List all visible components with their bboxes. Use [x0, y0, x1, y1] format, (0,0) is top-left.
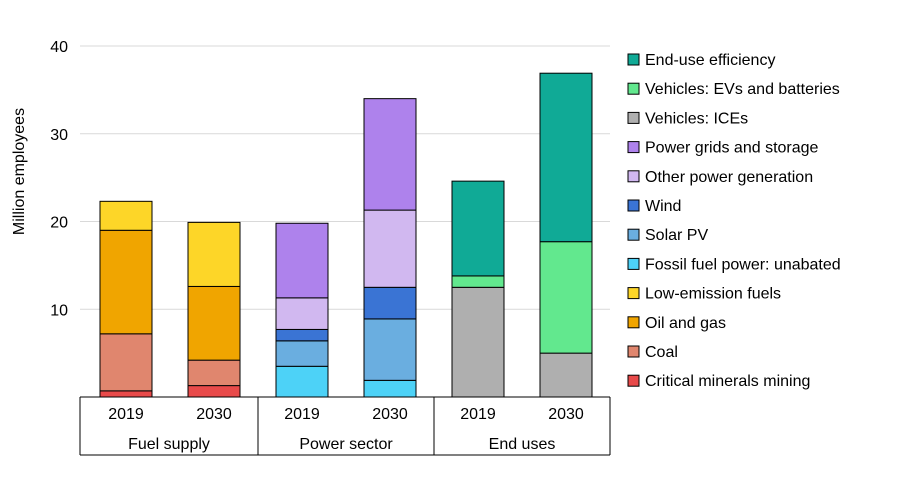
legend-label: Low-emission fuels [645, 286, 781, 303]
legend-label: Fossil fuel power: unabated [645, 256, 841, 273]
x-tick-label: 2030 [548, 406, 584, 423]
legend-swatch [627, 316, 640, 329]
bar-segment-vehicles-ices [451, 286, 505, 398]
bar-segment-vehicles-evs-and-batteries [539, 241, 593, 354]
x-tick-label: 2030 [372, 406, 408, 423]
bar-segment-low-emission-fuels [187, 221, 241, 287]
bar-segment-solar-pv [275, 340, 329, 367]
legend-swatch [627, 287, 640, 300]
legend-label: Other power generation [645, 169, 813, 186]
legend-label: Coal [645, 344, 678, 361]
legend: End-use efficiency Vehicles: EVs and batt… [627, 52, 841, 390]
legend-swatch [627, 82, 640, 95]
bar-segment-vehicles-ices [539, 352, 593, 398]
legend-swatch [627, 141, 640, 154]
legend-label: Vehicles: EVs and batteries [645, 81, 840, 98]
legend-swatch [627, 228, 640, 241]
bar-segment-wind [363, 286, 417, 320]
y-tick-label: 10 [50, 302, 68, 319]
bar-segment-vehicles-evs-and-batteries [451, 275, 505, 288]
legend-label: End-use efficiency [645, 52, 775, 69]
bar-segment-coal [99, 333, 153, 392]
group-label: Fuel supply [128, 436, 210, 453]
legend-swatch [627, 199, 640, 212]
legend-label: Critical minerals mining [645, 373, 810, 390]
legend-label: Solar PV [645, 227, 708, 244]
bar-segment-oil-and-gas [99, 229, 153, 335]
bar-segment-critical-minerals-mining [99, 390, 153, 398]
bar-segment-fossil-fuel-power-unabated [363, 379, 417, 398]
gridlines [80, 45, 610, 310]
legend-label: Power grids and storage [645, 140, 819, 157]
bar-segment-end-use-efficiency [539, 72, 593, 243]
bar-segment-fossil-fuel-power-unabated [275, 365, 329, 398]
bar-segment-low-emission-fuels [99, 200, 153, 231]
legend-swatch [627, 111, 640, 124]
bar-segment-end-use-efficiency [451, 180, 505, 277]
bar-segment-power-grids-and-storage [275, 222, 329, 299]
y-tick-label: 40 [50, 39, 68, 56]
y-tick-label: 20 [50, 215, 68, 232]
bar-segment-critical-minerals-mining [187, 385, 241, 398]
x-tick-label: 2019 [108, 406, 144, 423]
x-tick-label: 2019 [460, 406, 496, 423]
legend-swatch [627, 374, 640, 387]
bar-segment-solar-pv [363, 318, 417, 381]
bar-segment-other-power-generation [275, 297, 329, 330]
bar-segment-coal [187, 359, 241, 387]
bar-segment-other-power-generation [363, 209, 417, 288]
legend-label: Oil and gas [645, 315, 726, 332]
bar-segment-wind [275, 328, 329, 342]
bar-segment-oil-and-gas [187, 285, 241, 361]
legend-label: Vehicles: ICEs [645, 110, 748, 127]
y-tick-label: 30 [50, 127, 68, 144]
legend-label: Wind [645, 198, 681, 215]
bar-segment-power-grids-and-storage [363, 98, 417, 211]
x-tick-label: 2019 [284, 406, 320, 423]
bars [99, 72, 593, 398]
legend-swatch [627, 53, 640, 66]
group-label: End uses [489, 436, 556, 453]
legend-swatch [627, 257, 640, 270]
group-label: Power sector [299, 436, 393, 453]
legend-swatch [627, 170, 640, 183]
y-axis-title: Million employees [11, 108, 28, 235]
legend-swatch [627, 345, 640, 358]
x-tick-label: 2030 [196, 406, 232, 423]
